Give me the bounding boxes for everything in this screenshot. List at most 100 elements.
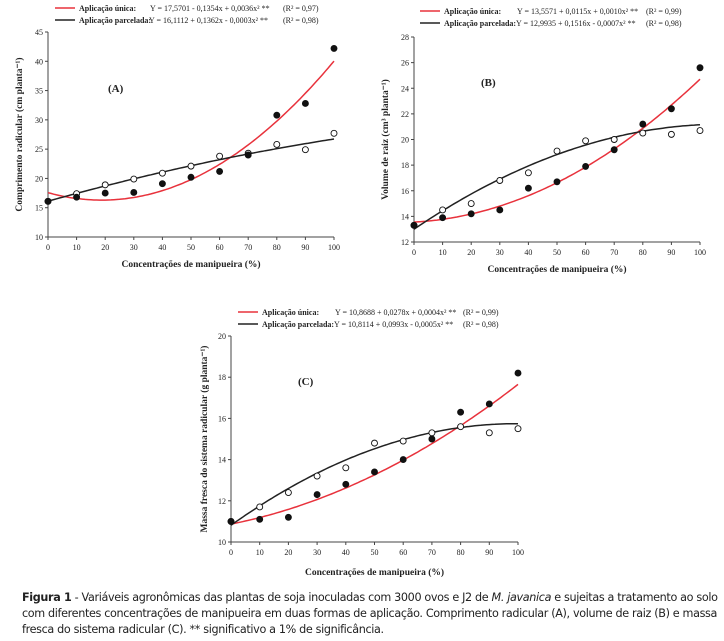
x-tick-label: 40 — [158, 243, 166, 252]
y-tick-label: 14 — [218, 456, 226, 465]
data-point-single — [73, 193, 81, 201]
data-point-single — [696, 64, 704, 72]
chart-b: 0 10 20 30 40 50 60 70 80 90 100 12 14 16 18 20 22 24 26 28… — [380, 7, 706, 275]
x-tick-label: 0 — [229, 548, 233, 557]
legend-equation: Y = 17,5701 - 0,1354x + 0,0036x² ** — [150, 4, 270, 13]
x-axis-label: Concentrações de manipueira (%) — [121, 259, 260, 270]
data-point-split — [284, 489, 292, 497]
legend-equation: Y = 10,8114 + 0,0993x - 0,0005x² ** — [334, 320, 453, 329]
y-tick-label: 10 — [35, 233, 43, 242]
data-point-single — [371, 468, 378, 476]
x-axis-label: Concentrações de manipueira (%) — [305, 567, 444, 578]
y-tick-label: 30 — [35, 116, 43, 125]
y-tick-label: 24 — [401, 84, 409, 93]
y-tick-label: 12 — [218, 497, 226, 506]
y-tick-label: 20 — [218, 332, 226, 341]
x-tick-label: 90 — [301, 243, 309, 252]
data-point-single — [524, 184, 532, 192]
legend-label: Aplicação parcelada: — [79, 16, 151, 25]
x-tick-label: 100 — [694, 248, 706, 257]
data-point-single — [244, 151, 252, 159]
x-axis-label: Concentrações de manipueira (%) — [487, 264, 626, 275]
data-point-single — [496, 206, 504, 214]
legend-label: Aplicação parcelada: — [262, 320, 334, 329]
x-tick-label: 50 — [553, 248, 561, 257]
x-tick-label: 0 — [412, 248, 416, 257]
data-point-single — [485, 400, 493, 408]
legend-label: Aplicação única: — [262, 308, 319, 317]
data-point-split — [371, 439, 378, 447]
data-point-single — [514, 369, 522, 377]
data-point-single — [313, 491, 321, 499]
data-point-single — [667, 105, 675, 113]
panel-label: (B) — [481, 77, 496, 89]
data-point-single — [582, 162, 590, 170]
y-tick-label: 18 — [218, 373, 226, 382]
data-point-split — [256, 503, 264, 511]
data-point-split — [696, 127, 704, 134]
y-tick-label: 15 — [35, 204, 43, 213]
data-point-split — [187, 162, 195, 170]
legend-r2: (R² = 0,99) — [646, 7, 682, 16]
data-point-split — [158, 169, 166, 177]
x-tick-label: 70 — [610, 248, 618, 257]
data-point-single — [284, 513, 292, 521]
legend-label: Aplicação parcelada: — [444, 19, 516, 28]
caption-text-1: - Variáveis agronômicas das plantas de s… — [71, 591, 492, 604]
data-point-single — [410, 221, 418, 229]
x-tick-label: 30 — [130, 243, 138, 252]
data-point-split — [457, 423, 465, 431]
data-point-single — [130, 189, 138, 196]
data-point-split — [330, 129, 338, 137]
data-point-split — [399, 437, 407, 445]
legend-label: Aplicação única: — [444, 7, 501, 16]
data-point-split — [524, 169, 532, 177]
fit-curve — [413, 123, 701, 230]
y-tick-label: 28 — [401, 33, 409, 42]
x-tick-label: 40 — [342, 548, 350, 557]
fit-curve — [47, 138, 335, 202]
data-point-single — [467, 210, 475, 218]
panel-label: (A) — [108, 83, 124, 95]
data-point-split — [273, 141, 281, 148]
caption-label: Figura 1 — [22, 591, 72, 604]
x-tick-label: 70 — [244, 243, 252, 252]
y-axis-label: Comprimento radicular (cm planta⁻¹) — [14, 57, 25, 211]
x-tick-label: 20 — [467, 248, 475, 257]
data-point-split — [610, 136, 618, 143]
x-tick-label: 50 — [371, 548, 379, 557]
x-tick-label: 80 — [273, 243, 281, 252]
y-tick-label: 26 — [401, 59, 409, 68]
y-tick-label: 14 — [401, 212, 409, 221]
data-point-split — [582, 137, 590, 145]
data-point-split — [496, 177, 504, 184]
y-tick-label: 20 — [401, 136, 409, 145]
data-point-split — [667, 130, 675, 138]
data-point-single — [330, 44, 338, 52]
legend-equation: Y = 12,9935 + 0,1516x - 0,0007x² ** — [516, 19, 636, 28]
x-tick-label: 50 — [187, 243, 195, 252]
data-point-single — [399, 456, 407, 464]
data-point-split — [514, 425, 522, 433]
data-point-split — [639, 129, 647, 137]
chart-c: 0 10 20 30 40 50 60 70 80 90 100101214161820Concen… — [199, 308, 524, 578]
y-tick-label: 12 — [401, 238, 409, 247]
y-tick-label: 16 — [401, 187, 409, 196]
legend-r2: (R² = 0,98) — [646, 19, 682, 28]
figure-caption: Figura 1 - Variáveis agronômicas das pla… — [22, 590, 722, 638]
data-point-split — [428, 429, 436, 437]
y-axis-label: Volume de raiz (cm³ planta⁻¹) — [380, 79, 391, 200]
data-point-single — [101, 189, 109, 197]
x-tick-label: 30 — [496, 248, 504, 257]
y-tick-label: 22 — [401, 110, 409, 119]
y-tick-label: 10 — [218, 538, 226, 547]
data-point-single — [216, 167, 224, 175]
caption-text-2: e sujeitas a tratamento ao solo com dife… — [22, 591, 718, 636]
x-tick-label: 10 — [73, 243, 81, 252]
legend-equation: Y = 13,5571 + 0,0115x + 0,0010x² ** — [517, 7, 638, 16]
data-point-split — [553, 147, 561, 155]
legend-equation: Y = 10,8688 + 0,0278x + 0,0004x² ** — [335, 308, 456, 317]
data-point-split — [439, 206, 447, 214]
data-point-split — [130, 175, 138, 183]
panel-label: (C) — [298, 376, 314, 388]
